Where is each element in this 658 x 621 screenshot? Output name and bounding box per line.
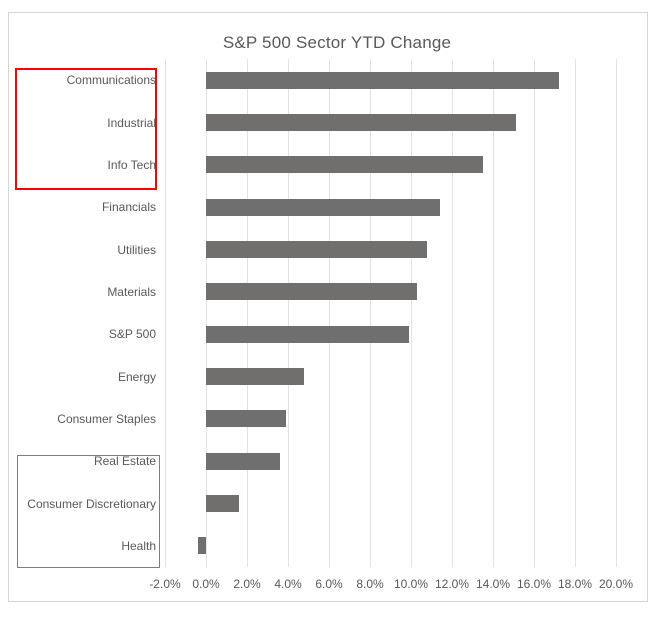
highlight-box-top-sectors <box>15 68 157 190</box>
gridline-12.0% <box>452 59 453 567</box>
x-tick-label: 18.0% <box>557 577 593 591</box>
bar-financials <box>206 198 440 216</box>
y-category-label: Energy <box>117 369 156 384</box>
x-tick-label: 4.0% <box>274 577 302 591</box>
gridline-20.0% <box>616 59 617 567</box>
bar-communications <box>206 71 559 89</box>
x-tick-label: 0.0% <box>192 577 220 591</box>
gridline-18.0% <box>575 59 576 567</box>
x-tick-label: 2.0% <box>233 577 261 591</box>
plot-area <box>165 59 617 567</box>
y-category-label: Real Estate <box>93 454 156 469</box>
gridline-16.0% <box>534 59 535 567</box>
bar-health <box>197 537 206 555</box>
x-tick-label: 14.0% <box>475 577 511 591</box>
bar-utilities <box>206 241 428 258</box>
x-tick-label: 8.0% <box>356 577 384 591</box>
bar-energy <box>206 368 305 385</box>
gridline-0.0% <box>206 59 207 567</box>
x-tick-label: -2.0% <box>149 577 181 591</box>
y-category-label: S&P 500 <box>108 327 156 342</box>
bar-consumer-staples <box>206 410 286 428</box>
y-category-label: Communications <box>66 73 156 88</box>
x-tick-label: 20.0% <box>598 577 634 591</box>
y-category-label: Info Tech <box>107 157 156 172</box>
bar-materials <box>206 283 418 301</box>
y-category-label: Consumer Staples <box>57 411 156 426</box>
y-category-label: Consumer Discretionary <box>27 496 156 511</box>
gridline-14.0% <box>493 59 494 567</box>
y-category-label: Materials <box>107 284 156 299</box>
x-tick-label: 12.0% <box>434 577 470 591</box>
bar-consumer-discretionary <box>206 495 239 512</box>
highlight-box-bottom-sectors <box>17 455 160 568</box>
x-tick-label: 6.0% <box>315 577 343 591</box>
gridline-2.0% <box>247 59 248 567</box>
bar-s-p-500 <box>206 325 409 343</box>
bar-industrial <box>206 114 516 131</box>
gridline-6.0% <box>329 59 330 567</box>
gridline-10.0% <box>411 59 412 567</box>
x-tick-label: 16.0% <box>516 577 552 591</box>
y-category-label: Industrial <box>107 115 156 130</box>
chart-title: S&P 500 Sector YTD Change <box>222 33 452 52</box>
gridline-8.0% <box>370 59 371 567</box>
gridline--2.0% <box>165 59 166 567</box>
x-tick-label: 10.0% <box>393 577 429 591</box>
bar-real-estate <box>206 452 280 470</box>
y-category-label: Utilities <box>117 242 156 257</box>
gridline-4.0% <box>288 59 289 567</box>
chart-frame: S&P 500 Sector YTD Change <box>8 12 648 602</box>
bar-info-tech <box>206 156 483 174</box>
y-category-label: Financials <box>101 200 156 215</box>
y-category-label: Health <box>121 538 156 553</box>
